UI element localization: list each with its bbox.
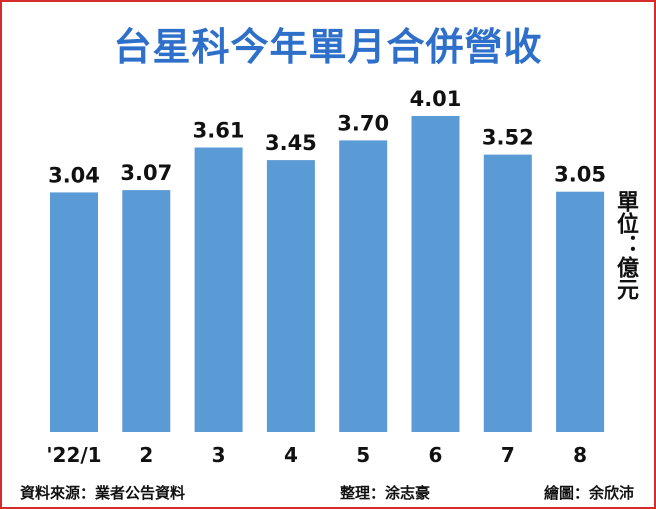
- value-label-6: 3.52: [482, 126, 534, 150]
- bar-3: [266, 160, 315, 432]
- editor-note: 整理：涂志豪: [340, 484, 431, 502]
- category-label-6: 7: [501, 443, 515, 467]
- category-label-3: 4: [284, 443, 298, 467]
- category-label-0: '22/1: [46, 443, 101, 467]
- source-note: 資料來源：業者公告資料: [20, 484, 186, 502]
- value-label-1: 3.07: [120, 161, 172, 185]
- artist-note: 繪圖：余欣沛: [543, 484, 634, 502]
- bar-0: [50, 192, 98, 432]
- category-label-7: 8: [573, 443, 587, 467]
- value-label-7: 3.05: [554, 163, 606, 187]
- bar-2: [194, 147, 243, 432]
- value-label-4: 3.70: [337, 111, 389, 135]
- category-label-2: 3: [212, 443, 226, 467]
- bar-1: [122, 190, 171, 432]
- category-label-5: 6: [429, 443, 443, 467]
- bar-4: [339, 140, 388, 432]
- value-label-5: 4.01: [410, 87, 462, 111]
- bar-6: [483, 154, 532, 432]
- bar-7: [556, 191, 605, 432]
- category-label-1: 2: [139, 443, 153, 467]
- chart-title: 台星科今年單月合併營收: [113, 25, 543, 69]
- footer: 資料來源：業者公告資料 整理：涂志豪 繪圖：余欣沛: [2, 478, 654, 506]
- value-label-3: 3.45: [265, 131, 317, 155]
- value-label-0: 3.04: [48, 163, 100, 187]
- unit-label: 單位：億元: [613, 190, 638, 300]
- bar-5: [411, 116, 460, 432]
- category-label-4: 5: [356, 443, 370, 467]
- bar-chart: 3.04 3.07 3.61 3.45 3.70 4.01 3.52 3.05 '22/1 2 3…: [46, 87, 606, 467]
- value-label-2: 3.61: [193, 119, 245, 143]
